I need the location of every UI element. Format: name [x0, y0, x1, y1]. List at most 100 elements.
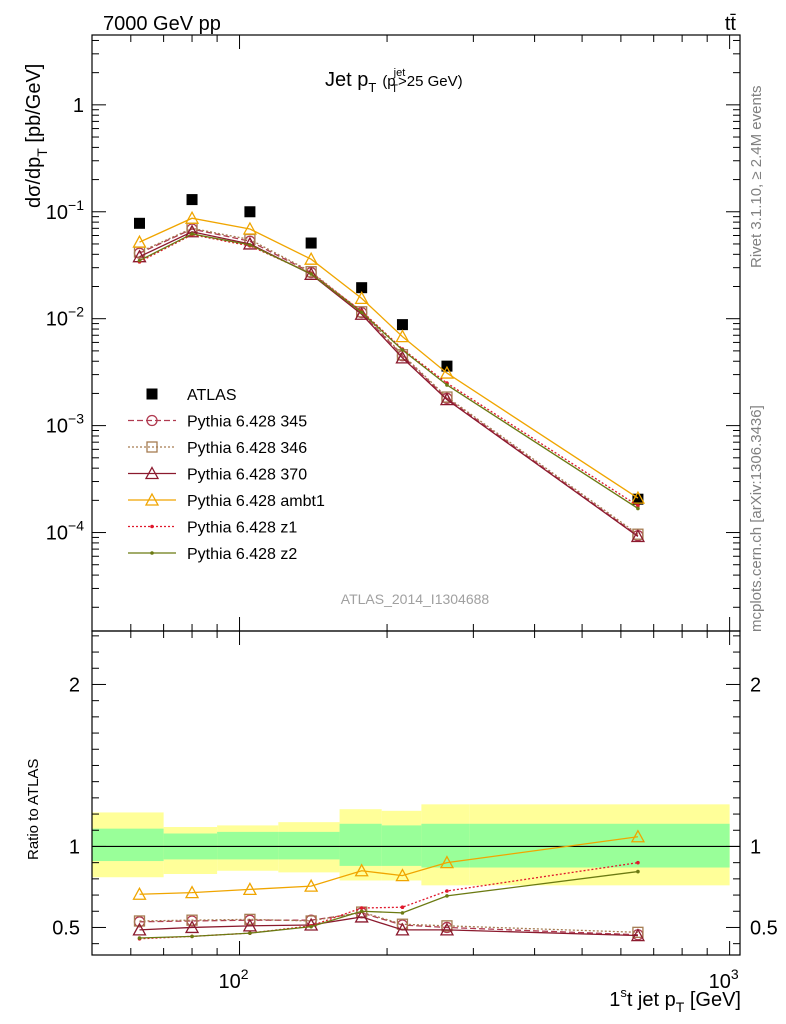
band-green-2 — [217, 831, 279, 860]
series-line-1 — [139, 228, 639, 537]
legend-label-6: Pythia 6.428 z2 — [187, 546, 297, 563]
ratio-point-2-0 — [132, 922, 147, 936]
ratio-point-2-1 — [184, 920, 200, 934]
ratio-point-5-7 — [636, 869, 640, 874]
data-point-2-6 — [441, 391, 453, 403]
data-point-4-4 — [354, 290, 369, 304]
ratio-point-3-5 — [395, 868, 410, 882]
ratio-point-5-2 — [248, 931, 252, 935]
series-line-3 — [139, 231, 639, 537]
legend-marker-6 — [150, 551, 154, 555]
data-point-0-1 — [186, 194, 198, 206]
data-point-6-5 — [400, 348, 405, 352]
main-series — [132, 194, 646, 543]
legend: ATLAS Pythia 6.428 345 Pythia 6.428 346 Pyt… — [128, 387, 325, 563]
ratio-point-4-5 — [400, 905, 405, 910]
data-point-5-7 — [636, 503, 640, 508]
data-point-3-1 — [184, 224, 200, 238]
ratio-point-5-3 — [309, 924, 313, 929]
band-green-4 — [339, 823, 382, 866]
data-point-6-1 — [190, 232, 194, 236]
main-y-tick-label: 10−4 — [46, 518, 84, 545]
main-y-axis-label: dσ/dpT [pb/GeV] — [23, 64, 50, 208]
ratio-y-tick-label-left: 0.5 — [52, 917, 80, 939]
ratio-point-3-2 — [242, 882, 258, 896]
band-green-0 — [92, 828, 164, 862]
main-title: Jet pT (pjet T>25 GeV) — [325, 67, 463, 95]
main-y-tick-labels: 10−4 10−3 10−2 10−1 1 — [46, 95, 84, 545]
x-tick-labels: 102 103 — [219, 966, 739, 993]
ratio-point-4-4 — [359, 906, 364, 910]
ratio-line-2 — [139, 916, 638, 937]
legend-label-2: Pythia 6.428 346 — [187, 440, 307, 457]
mcplots-label: mcplots.cern.ch [arXiv:1306.3436] — [748, 405, 765, 632]
ratio-point-5-1 — [190, 934, 194, 939]
data-point-4-5 — [395, 329, 410, 343]
data-point-3-5 — [395, 350, 410, 364]
ratio-point-4-6 — [445, 889, 449, 893]
ratio-point-5-6 — [445, 894, 449, 898]
ratio-line-0 — [139, 912, 638, 936]
data-point-6-3 — [309, 272, 313, 276]
x-tick-label: 103 — [709, 966, 739, 993]
data-point-0-4 — [356, 282, 368, 294]
ratio-point-1-2 — [244, 913, 256, 926]
main-y-tick-label: 10−2 — [46, 304, 84, 331]
data-point-4-1 — [184, 210, 200, 224]
legend-marker-3 — [144, 466, 160, 480]
data-point-6-7 — [636, 506, 640, 511]
ratio-point-2-5 — [395, 922, 410, 936]
beam-label: 7000 GeV pp — [103, 13, 221, 35]
ratio-frame — [91, 630, 741, 956]
legend-marker-2 — [146, 441, 158, 453]
ratio-uncertainty-bands — [92, 804, 740, 886]
ratio-point-3-6 — [439, 855, 455, 869]
legend-label-5: Pythia 6.428 z1 — [187, 520, 297, 537]
data-point-0-5 — [396, 319, 408, 331]
ratio-point-3-1 — [184, 885, 200, 899]
data-point-6-6 — [445, 383, 449, 387]
band-green-7 — [469, 823, 730, 868]
ratio-point-3-4 — [354, 863, 369, 877]
ratio-point-3-7 — [630, 829, 646, 843]
ratio-point-1-1 — [186, 914, 198, 926]
ratio-point-5-0 — [137, 936, 142, 940]
ratio-y-tick-label-right: 1 — [750, 836, 761, 858]
data-point-0-2 — [244, 206, 256, 218]
band-green-5 — [381, 825, 422, 866]
ratio-point-2-6 — [439, 922, 455, 936]
data-point-3-2 — [242, 236, 258, 250]
band-green-3 — [278, 831, 340, 860]
legend-marker-4 — [144, 492, 160, 506]
ratio-point-3-3 — [304, 878, 319, 892]
data-point-6-2 — [248, 243, 252, 247]
ratio-point-2-4 — [354, 909, 369, 923]
legend-marker-5 — [150, 524, 154, 529]
series-line-4 — [139, 217, 639, 499]
ratio-point-2-7 — [630, 928, 646, 942]
data-point-4-7 — [630, 490, 646, 504]
data-point-2-4 — [356, 306, 368, 318]
ratio-y-axis-label: Ratio to ATLAS — [25, 759, 42, 860]
ratio-point-1-6 — [441, 920, 453, 932]
main-y-tick-label: 10−1 — [46, 197, 84, 224]
main-y-tick-label: 1 — [73, 95, 84, 117]
ratio-point-1-0 — [133, 915, 146, 927]
x-tick-label: 102 — [219, 966, 249, 993]
legend-marker-0 — [146, 388, 158, 400]
x-axis-label: 1st jet pT [GeV] — [609, 985, 741, 1015]
ratio-y-tick-label-left: 2 — [69, 674, 80, 696]
rivet-label: Rivet 3.1.10, ≥ 2.4M events — [748, 86, 765, 269]
ratio-line-5 — [139, 870, 639, 939]
data-point-4-2 — [242, 221, 258, 235]
ratio-line-3 — [139, 836, 639, 895]
series-line-5 — [139, 234, 639, 507]
ratio-point-2-2 — [242, 918, 258, 932]
series-line-2 — [139, 227, 639, 535]
data-point-4-6 — [439, 365, 455, 379]
ratio-point-2-3 — [304, 917, 319, 931]
ratio-point-3-0 — [132, 886, 147, 900]
data-point-4-3 — [304, 251, 319, 265]
series-line-6 — [139, 233, 639, 509]
